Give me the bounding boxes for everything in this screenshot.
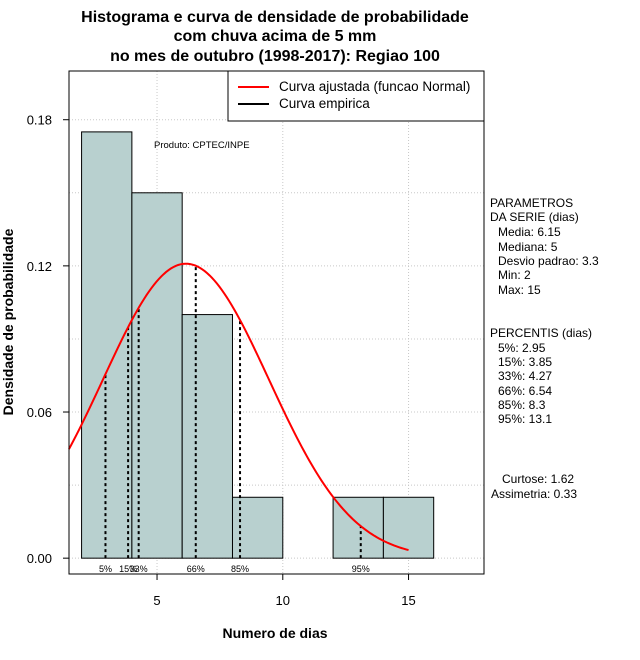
legend-box [227,70,485,122]
parametros-block: PARAMETROS DA SERIE (dias) Media: 6.15 M… [490,196,599,297]
percentile-label: 95% [352,564,370,574]
y-tick-label: 0.00 [27,551,52,566]
chart-title-line-1: Histograma e curva de densidade de proba… [81,9,469,26]
axes: 5 10 15 0.00 0.06 0.12 0.18 [27,113,416,608]
percentis-line: 66%: 6.54 [498,384,552,398]
x-tick-label: 10 [276,593,290,608]
parametros-line: Mediana: 5 [498,240,558,254]
y-tick-label: 0.06 [27,405,52,420]
chart-title-line-3: no mes de outubro (1998-2017): Regiao 10… [110,48,440,65]
normal-fit-curve [68,262,409,552]
percentis-line: 5%: 2.95 [498,341,546,355]
produto-annotation: Produto: CPTEC/INPE [154,140,250,151]
percentile-label: 66% [187,564,205,574]
percentis-line: 33%: 4.27 [498,369,552,383]
percentile-label: 85% [231,564,249,574]
curtose-value: Curtose: 1.62 [502,472,574,486]
parametros-header-1: PARAMETROS [490,196,573,210]
x-axis-label: Numero de dias [222,625,327,641]
histogram-bar [131,192,183,559]
legend: Curva ajustada (funcao Normal) Curva emp… [227,70,485,122]
normal-fit-curve-line [68,262,409,552]
shape-stats-block: Curtose: 1.62 Assimetria: 0.33 [491,472,577,501]
percentis-header: PERCENTIS (dias) [490,326,592,340]
percentile-labels: 5% 15%33% 66% 85% 95% [99,564,370,574]
parametros-line: Min: 2 [498,268,531,282]
parametros-header-2: DA SERIE (dias) [490,210,579,224]
parametros-line: Max: 15 [498,283,541,297]
histogram-bar [382,496,435,559]
percentis-block: PERCENTIS (dias) 5%: 2.95 15%: 3.85 33%:… [490,326,592,426]
percentile-label: 33% [130,564,148,574]
percentile-lines [104,265,362,559]
legend-fit-label: Curva ajustada (funcao Normal) [279,79,470,94]
legend-empirical-label: Curva empirica [279,96,370,111]
x-tick-label: 5 [153,593,160,608]
percentis-line: 15%: 3.85 [498,355,552,369]
parametros-line: Media: 6.15 [498,225,561,239]
y-axis-label: Densidade de probabilidade [0,228,16,415]
histogram-bar [81,131,133,559]
assimetria-value: Assimetria: 0.33 [491,487,577,501]
x-tick-label: 15 [401,593,415,608]
histogram-bar [181,314,233,559]
percentis-line: 85%: 8.3 [498,398,546,412]
histogram-bars [81,131,435,559]
parametros-line: Desvio padrao: 3.3 [498,254,599,268]
percentile-label: 5% [99,564,112,574]
percentile-label: 15% [119,564,137,574]
percentis-line: 95%: 13.1 [498,412,552,426]
y-tick-label: 0.12 [27,259,52,274]
y-tick-label: 0.18 [27,113,52,128]
chart-title-line-2: com chuva acima de 5 mm [174,28,377,45]
